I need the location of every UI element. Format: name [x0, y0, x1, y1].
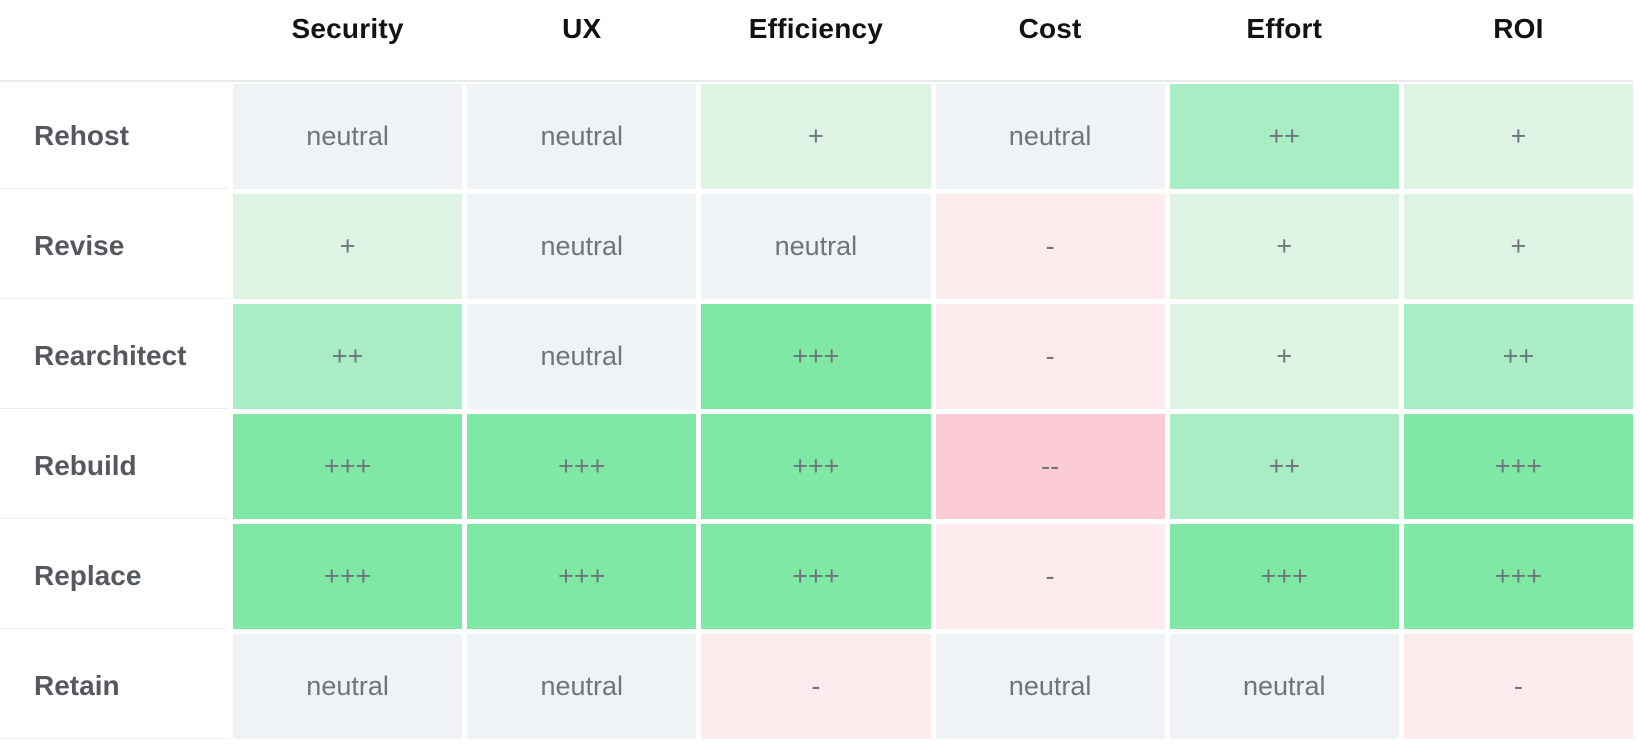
row-label-revise: Revise — [0, 194, 228, 299]
matrix-cell: - — [1403, 634, 1633, 739]
matrix-cell: ++ — [1169, 84, 1399, 189]
column-header-ux: UX — [562, 13, 602, 44]
matrix-body: Rehost neutral neutral + neutral ++ + Re… — [0, 84, 1633, 739]
row-label-rehost: Rehost — [0, 84, 228, 189]
matrix-cell: neutral — [467, 634, 697, 739]
matrix-header-row: Security UX Efficiency Cost Effort ROI — [0, 0, 1633, 82]
matrix-cell: +++ — [1169, 524, 1399, 629]
matrix-cell: + — [1169, 194, 1399, 299]
matrix-cell: neutral — [467, 194, 697, 299]
matrix-cell: + — [1169, 304, 1399, 409]
column-header-efficiency: Efficiency — [748, 13, 884, 44]
matrix-cell: + — [1403, 194, 1633, 299]
matrix-cell: +++ — [233, 524, 463, 629]
matrix-cell: +++ — [1403, 524, 1633, 629]
matrix-cell: neutral — [233, 84, 463, 189]
matrix-cell: +++ — [1403, 414, 1633, 519]
matrix-cell: +++ — [701, 524, 931, 629]
matrix-cell: - — [935, 304, 1165, 409]
matrix-cell: +++ — [701, 414, 931, 519]
matrix-cell: ++ — [1169, 414, 1399, 519]
matrix-cell: ++ — [1403, 304, 1633, 409]
matrix-cell: neutral — [935, 634, 1165, 739]
matrix-cell: + — [1403, 84, 1633, 189]
matrix-cell: +++ — [467, 414, 697, 519]
column-header-cost: Cost — [1018, 13, 1082, 44]
matrix-cell: + — [701, 84, 931, 189]
matrix-cell: neutral — [467, 304, 697, 409]
matrix-cell: ++ — [233, 304, 463, 409]
row-label-replace: Replace — [0, 524, 228, 629]
row-label-rebuild: Rebuild — [0, 414, 228, 519]
matrix-cell: neutral — [1169, 634, 1399, 739]
matrix-cell: +++ — [233, 414, 463, 519]
row-label-retain: Retain — [0, 634, 228, 739]
matrix-cell: + — [233, 194, 463, 299]
matrix-cell: +++ — [701, 304, 931, 409]
column-header-effort: Effort — [1246, 13, 1323, 44]
column-header-security: Security — [291, 13, 404, 44]
column-header-roi: ROI — [1493, 13, 1544, 44]
matrix-cell: neutral — [233, 634, 463, 739]
matrix-cell: -- — [935, 414, 1165, 519]
matrix-cell: - — [935, 524, 1165, 629]
matrix-cell: +++ — [467, 524, 697, 629]
matrix-cell: - — [935, 194, 1165, 299]
matrix-cell: neutral — [467, 84, 697, 189]
matrix-cell: - — [701, 634, 931, 739]
matrix-cell: neutral — [935, 84, 1165, 189]
corner-spacer — [0, 0, 228, 80]
row-label-rearchitect: Rearchitect — [0, 304, 228, 409]
matrix-cell: neutral — [701, 194, 931, 299]
